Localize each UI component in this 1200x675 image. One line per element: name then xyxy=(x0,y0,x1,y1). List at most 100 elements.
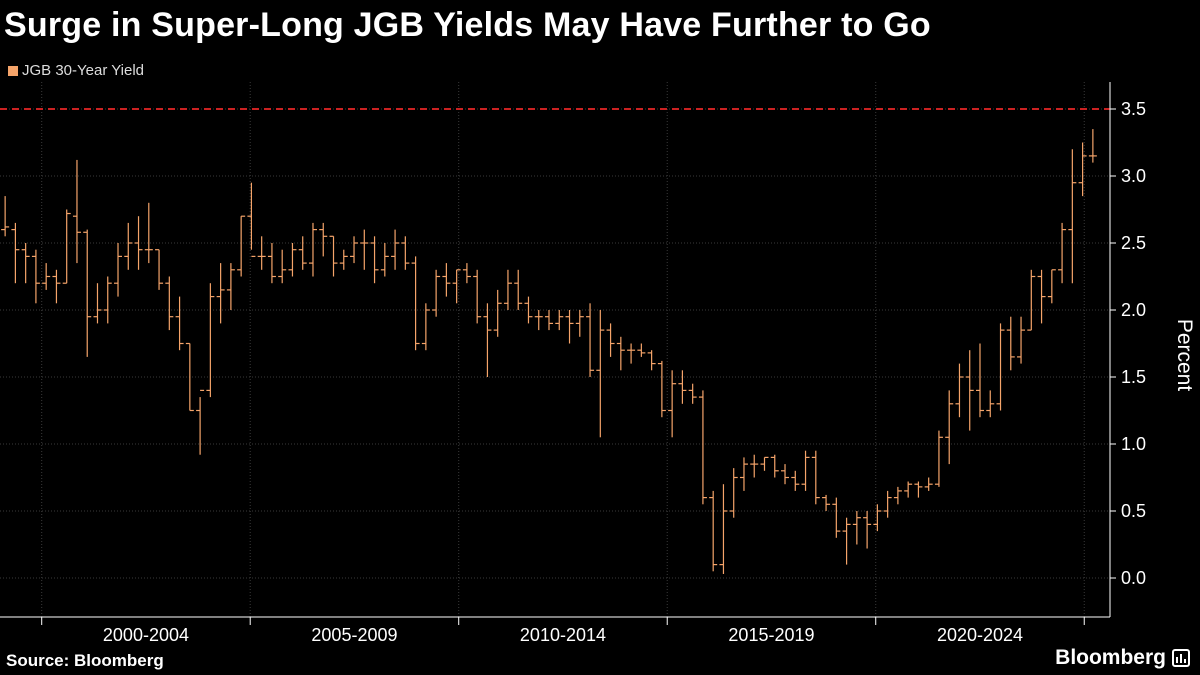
bloomberg-logo: Bloomberg xyxy=(1055,646,1190,670)
ohlc-bar xyxy=(442,263,451,297)
y-tick-label: 1.0 xyxy=(1121,434,1146,454)
ohlc-bar xyxy=(391,229,400,270)
ohlc-bar xyxy=(760,456,769,471)
ohlc-bar xyxy=(1068,149,1077,284)
ohlc-bar xyxy=(678,370,687,404)
ohlc-bar xyxy=(493,289,502,337)
ohlc-bar xyxy=(822,494,831,511)
ohlc-bar xyxy=(555,310,564,331)
ohlc-bar xyxy=(801,450,810,491)
ohlc-bar xyxy=(596,310,605,438)
y-tick-label: 1.5 xyxy=(1121,367,1146,387)
ohlc-bar xyxy=(565,310,574,344)
ohlc-bar xyxy=(586,303,595,377)
ohlc-bar xyxy=(288,243,297,277)
ohlc-bar xyxy=(945,390,954,465)
ohlc-bar xyxy=(688,383,697,404)
ohlc-bar xyxy=(421,303,430,351)
ohlc-bar xyxy=(411,256,420,351)
axis-layer: 0.0 0.5 1.0 1.5 2.0 2.5 3.0 3.5 2000-2004 2005-20… xyxy=(0,82,1196,645)
x-category-label: 2020-2024 xyxy=(937,625,1023,645)
ohlc-bar xyxy=(852,511,861,545)
ohlc-bar xyxy=(360,229,369,270)
ohlc-bar xyxy=(534,310,543,331)
ohlc-bar xyxy=(503,269,512,310)
source-note: Source: Bloomberg xyxy=(6,651,164,670)
ohlc-bar xyxy=(206,283,215,398)
ohlc-bar xyxy=(524,296,533,324)
ohlc-bar xyxy=(1006,316,1015,371)
x-category-label: 2010-2014 xyxy=(520,625,606,645)
ohlc-bar xyxy=(298,236,307,270)
ohlc-bar xyxy=(319,222,328,257)
legend-swatch xyxy=(8,65,18,76)
x-category-label: 2015-2019 xyxy=(728,625,814,645)
ohlc-bar xyxy=(924,477,933,491)
ohlc-bar xyxy=(432,269,441,317)
ohlc-bar xyxy=(657,360,666,418)
ohlc-bar xyxy=(719,484,728,574)
ohlc-bar xyxy=(1027,269,1036,331)
brand-wordmark: Bloomberg xyxy=(1055,646,1166,669)
chart-icon xyxy=(1172,649,1190,667)
ohlc-bar xyxy=(514,269,523,310)
ohlc-bar xyxy=(185,342,194,412)
ohlc-bar xyxy=(1058,222,1067,284)
ohlc-bar xyxy=(575,310,584,337)
ohlc-bar xyxy=(904,481,913,498)
ohlc-bar xyxy=(62,209,71,284)
ohlc-bar xyxy=(1037,269,1046,324)
ohlc-bar xyxy=(647,350,656,371)
ohlc-bar xyxy=(370,236,379,284)
ohlc-bar xyxy=(329,235,338,277)
ohlc-bar xyxy=(545,310,553,331)
x-category-label: 2005-2009 xyxy=(311,625,397,645)
y-tick-label: 2.5 xyxy=(1121,233,1146,253)
ohlc-bar xyxy=(616,336,625,371)
ohlc-bar xyxy=(42,263,51,290)
ohlc-bar xyxy=(93,283,102,324)
ohlc-bar xyxy=(729,468,738,518)
legend: JGB 30-Year Yield xyxy=(8,62,144,79)
ohlc-bar xyxy=(842,517,851,565)
y-tick-label: 3.5 xyxy=(1121,99,1146,119)
y-tick-label: 3.0 xyxy=(1121,166,1146,186)
ohlc-bar xyxy=(473,269,482,324)
ohlc-bar xyxy=(627,343,636,364)
ohlc-bar xyxy=(72,159,81,264)
ohlc-bar xyxy=(350,236,359,264)
ohlc-bar xyxy=(934,430,943,487)
ohlc-bar xyxy=(196,389,205,455)
ohlc-bar xyxy=(914,481,923,498)
ohlc-bars xyxy=(1,129,1097,574)
x-category-label: 2000-2004 xyxy=(103,625,189,645)
ohlc-bar xyxy=(380,243,389,277)
ohlc-bar xyxy=(975,343,984,418)
ohlc-bar xyxy=(739,457,748,491)
ohlc-bar xyxy=(986,390,995,418)
ohlc-bar xyxy=(883,490,892,518)
ohlc-bar xyxy=(1047,269,1056,304)
ohlc-bar xyxy=(832,497,841,538)
grid-layer xyxy=(0,82,1110,617)
ohlc-bar xyxy=(483,303,492,377)
ohlc-bar xyxy=(791,470,800,491)
ohlc-bar xyxy=(781,464,790,485)
ohlc-bar xyxy=(401,236,410,270)
ohlc-bar xyxy=(124,222,133,270)
ohlc-bar xyxy=(114,243,123,297)
ohlc-bar xyxy=(955,363,964,418)
ohlc-bar xyxy=(1088,129,1097,163)
y-axis-label: Percent xyxy=(1173,319,1196,392)
ohlc-bar xyxy=(226,263,235,310)
ohlc-bar xyxy=(216,263,225,324)
ohlc-bar xyxy=(31,249,40,304)
ohlc-bar xyxy=(462,263,471,284)
ohlc-bar xyxy=(247,182,256,257)
ohlc-bar xyxy=(278,249,287,284)
ohlc-bar xyxy=(637,343,646,357)
ohlc-bar xyxy=(175,296,184,351)
ohlc-bar xyxy=(965,350,974,431)
ohlc-bar xyxy=(1078,142,1087,197)
